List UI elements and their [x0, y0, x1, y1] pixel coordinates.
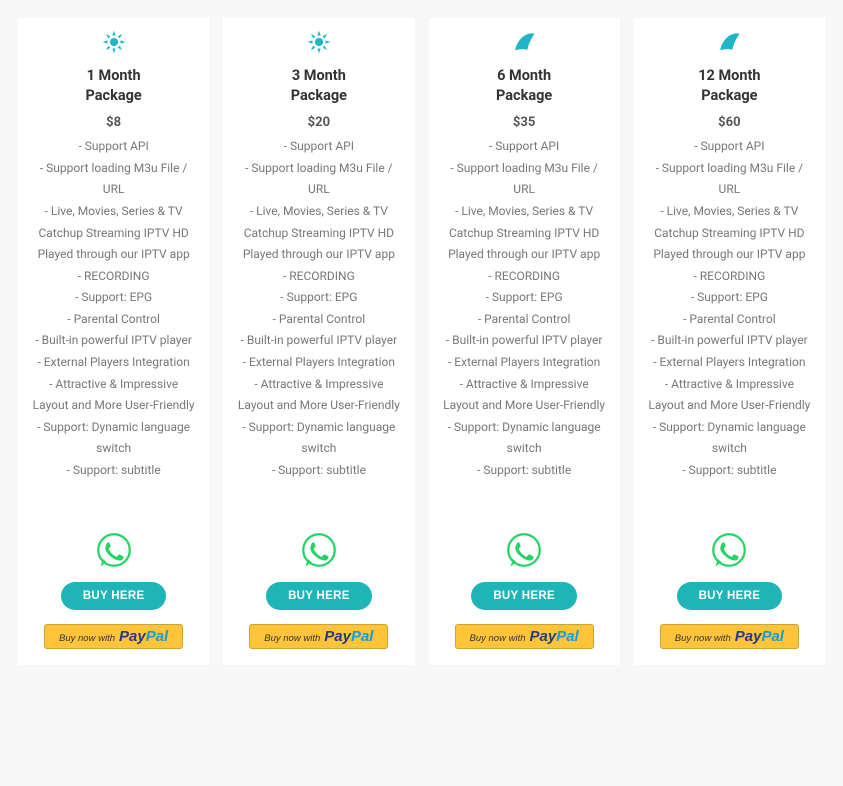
feature-item: - Live, Movies, Series & TV Catchup Stre…	[30, 201, 197, 266]
buy-here-button[interactable]: BUY HERE	[471, 582, 577, 610]
buy-here-button[interactable]: BUY HERE	[266, 582, 372, 610]
fin-icon	[510, 28, 538, 56]
feature-item: - Parental Control	[30, 309, 197, 331]
paypal-prefix-text: Buy now with	[59, 633, 115, 644]
package-title: 3 Month Package	[291, 66, 347, 105]
package-title: 6 Month Package	[496, 66, 552, 105]
paypal-logo-text: PayPal	[324, 629, 373, 644]
paypal-logo-text: PayPal	[530, 629, 579, 644]
paypal-button[interactable]: Buy now with PayPal	[249, 624, 388, 649]
package-title: 1 Month Package	[86, 66, 142, 105]
paypal-button[interactable]: Buy now with PayPal	[44, 624, 183, 649]
paypal-prefix-text: Buy now with	[264, 633, 320, 644]
package-title: 12 Month Package	[698, 66, 760, 105]
package-card-1month: 1 Month Package $8 - Support API - Suppo…	[18, 18, 209, 665]
whatsapp-icon[interactable]	[301, 532, 337, 568]
whatsapp-icon[interactable]	[96, 532, 132, 568]
feature-item: - External Players Integration	[441, 352, 608, 374]
feature-item: - Built-in powerful IPTV player	[235, 330, 402, 352]
whatsapp-icon[interactable]	[506, 532, 542, 568]
feature-item: - Support API	[235, 136, 402, 158]
feature-item: - Support: EPG	[30, 287, 197, 309]
paypal-prefix-text: Buy now with	[675, 633, 731, 644]
package-price: $8	[106, 115, 121, 130]
paypal-prefix-text: Buy now with	[470, 633, 526, 644]
feature-item: - Support: Dynamic language switch	[646, 417, 813, 460]
feature-item: - Parental Control	[441, 309, 608, 331]
feature-item: - RECORDING	[235, 266, 402, 288]
package-price: $35	[513, 115, 535, 130]
sun-icon	[100, 28, 128, 56]
feature-item: - Built-in powerful IPTV player	[30, 330, 197, 352]
feature-item: - Live, Movies, Series & TV Catchup Stre…	[441, 201, 608, 266]
buy-here-button[interactable]: BUY HERE	[61, 582, 167, 610]
feature-list: - Support API - Support loading M3u File…	[646, 136, 813, 482]
feature-item: - Support API	[441, 136, 608, 158]
feature-item: - RECORDING	[30, 266, 197, 288]
feature-item: - Attractive & Impressive Layout and Mor…	[441, 374, 608, 417]
feature-item: - Live, Movies, Series & TV Catchup Stre…	[235, 201, 402, 266]
feature-item: - Support loading M3u File / URL	[441, 158, 608, 201]
package-price: $60	[718, 115, 740, 130]
package-card-12month: 12 Month Package $60 - Support API - Sup…	[634, 18, 825, 665]
sun-icon	[305, 28, 333, 56]
feature-item: - External Players Integration	[646, 352, 813, 374]
package-card-6month: 6 Month Package $35 - Support API - Supp…	[429, 18, 620, 665]
paypal-logo-text: PayPal	[119, 629, 168, 644]
pricing-container: 1 Month Package $8 - Support API - Suppo…	[0, 0, 843, 683]
feature-item: - Support loading M3u File / URL	[30, 158, 197, 201]
paypal-logo-text: PayPal	[735, 629, 784, 644]
whatsapp-icon[interactable]	[711, 532, 747, 568]
feature-item: - Support API	[30, 136, 197, 158]
feature-item: - RECORDING	[646, 266, 813, 288]
feature-item: - Built-in powerful IPTV player	[441, 330, 608, 352]
feature-item: - Support loading M3u File / URL	[646, 158, 813, 201]
feature-item: - Support: EPG	[646, 287, 813, 309]
feature-item: - Support: subtitle	[441, 460, 608, 482]
feature-item: - Attractive & Impressive Layout and Mor…	[30, 374, 197, 417]
paypal-button[interactable]: Buy now with PayPal	[455, 624, 594, 649]
feature-item: - Built-in powerful IPTV player	[646, 330, 813, 352]
buy-here-button[interactable]: BUY HERE	[677, 582, 783, 610]
package-price: $20	[308, 115, 330, 130]
feature-item: - Support: Dynamic language switch	[235, 417, 402, 460]
feature-item: - Support: Dynamic language switch	[30, 417, 197, 460]
feature-item: - Attractive & Impressive Layout and Mor…	[235, 374, 402, 417]
paypal-button[interactable]: Buy now with PayPal	[660, 624, 799, 649]
feature-item: - Live, Movies, Series & TV Catchup Stre…	[646, 201, 813, 266]
feature-item: - External Players Integration	[235, 352, 402, 374]
feature-item: - RECORDING	[441, 266, 608, 288]
feature-item: - Support: Dynamic language switch	[441, 417, 608, 460]
package-card-3month: 3 Month Package $20 - Support API - Supp…	[223, 18, 414, 665]
feature-item: - Support: subtitle	[235, 460, 402, 482]
feature-item: - Attractive & Impressive Layout and Mor…	[646, 374, 813, 417]
feature-item: - External Players Integration	[30, 352, 197, 374]
feature-list: - Support API - Support loading M3u File…	[30, 136, 197, 482]
feature-item: - Support API	[646, 136, 813, 158]
feature-item: - Support: EPG	[235, 287, 402, 309]
feature-item: - Parental Control	[235, 309, 402, 331]
fin-icon	[715, 28, 743, 56]
feature-item: - Support: subtitle	[30, 460, 197, 482]
feature-item: - Support: EPG	[441, 287, 608, 309]
feature-item: - Support: subtitle	[646, 460, 813, 482]
feature-list: - Support API - Support loading M3u File…	[235, 136, 402, 482]
feature-list: - Support API - Support loading M3u File…	[441, 136, 608, 482]
feature-item: - Support loading M3u File / URL	[235, 158, 402, 201]
feature-item: - Parental Control	[646, 309, 813, 331]
